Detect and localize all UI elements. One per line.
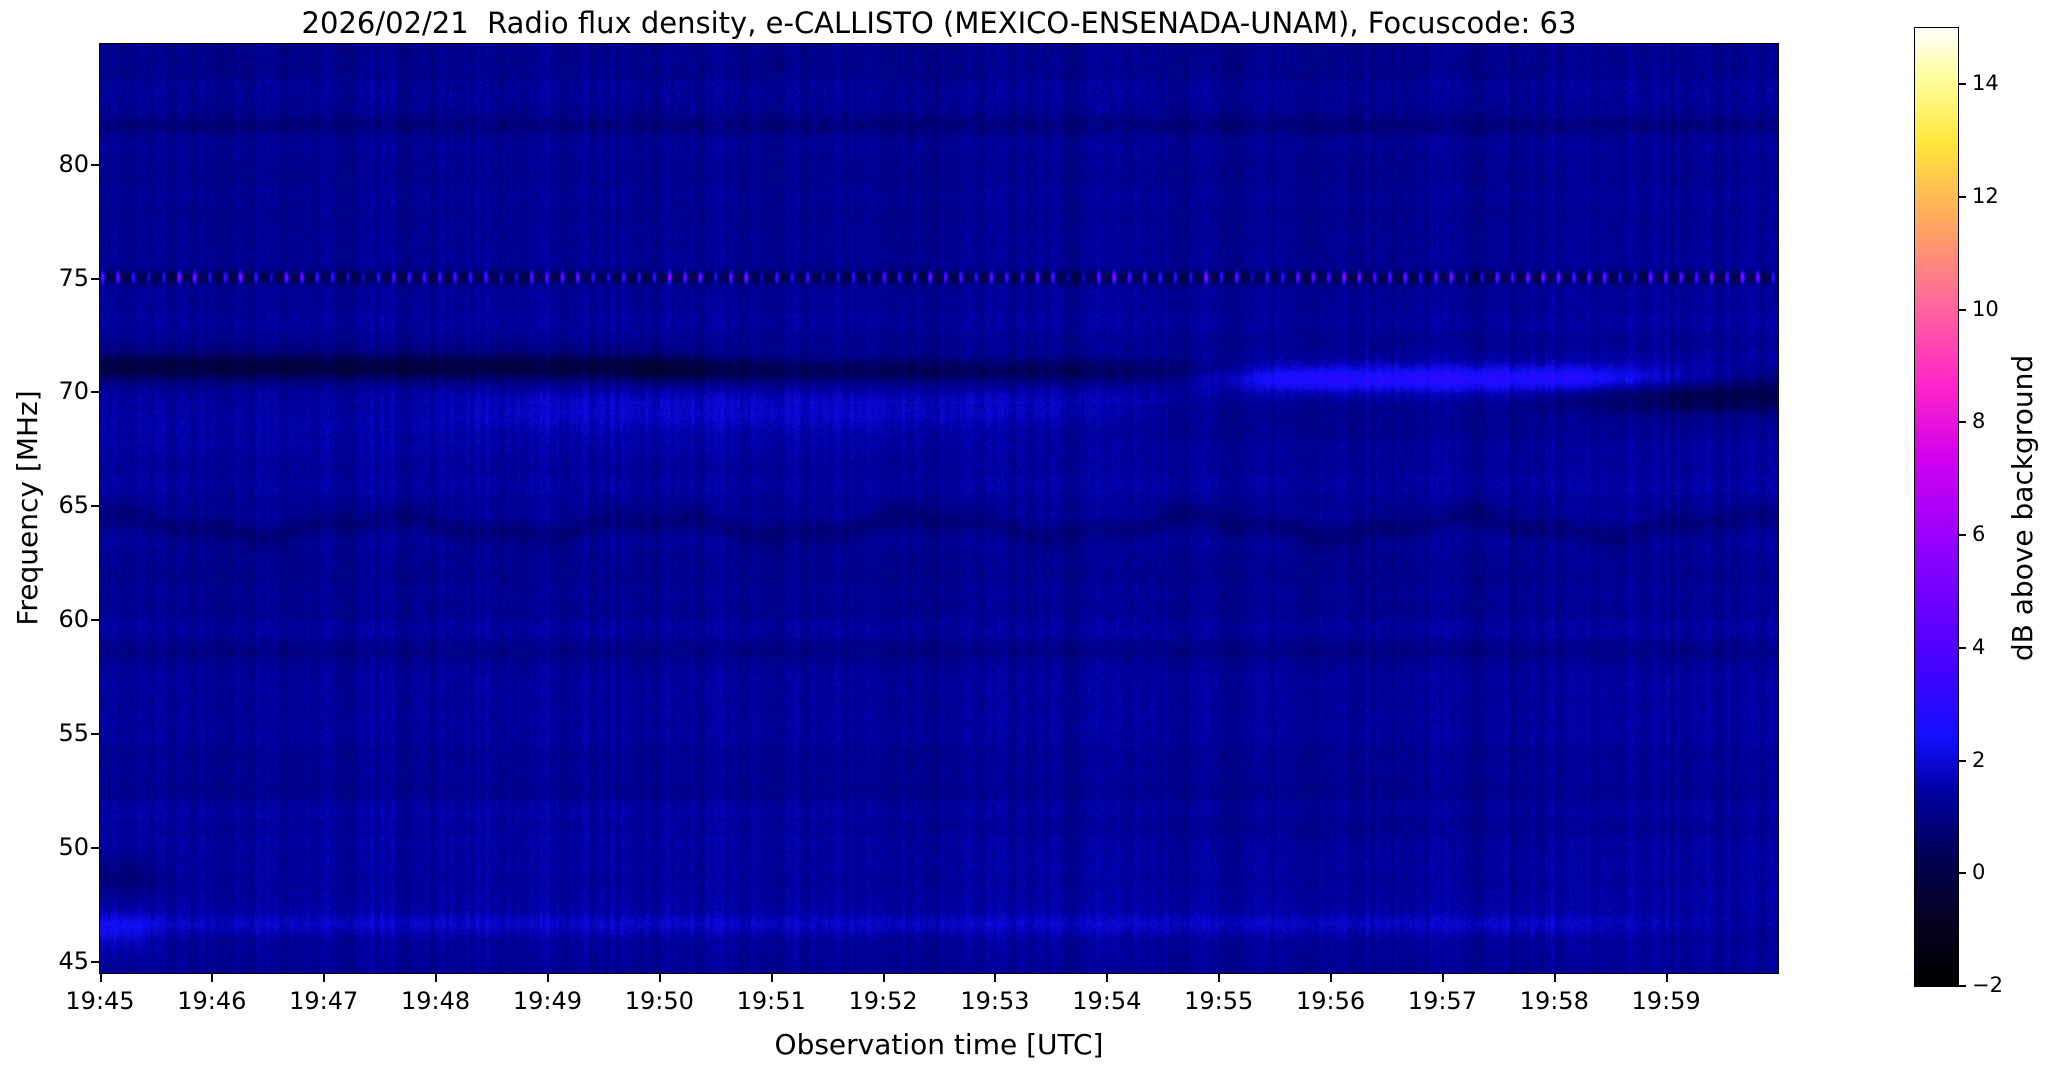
- x-tick-label: 19:50: [624, 987, 694, 1015]
- y-tick-label: 80: [58, 149, 89, 178]
- colorbar-tick-mark: [1958, 872, 1966, 875]
- x-tick-label: 19:54: [1072, 987, 1142, 1015]
- colorbar-tick-label: 4: [1972, 634, 1986, 659]
- colorbar-tick-mark: [1958, 534, 1966, 537]
- x-tick-label: 19:45: [65, 987, 135, 1015]
- x-tick-mark: [994, 973, 997, 982]
- colorbar-tick-label: −2: [1972, 973, 2003, 997]
- colorbar-tick-label: 8: [1972, 409, 1986, 434]
- y-axis-label: Frequency [MHz]: [11, 390, 44, 626]
- x-tick-mark: [99, 973, 102, 982]
- x-tick-mark: [1553, 973, 1556, 982]
- y-tick-mark: [91, 846, 100, 849]
- x-tick-mark: [882, 973, 885, 982]
- colorbar-tick-label: 2: [1972, 747, 1986, 772]
- colorbar-tick-label: 6: [1972, 522, 1986, 547]
- y-tick-label: 65: [58, 491, 89, 520]
- colorbar-tick-mark: [1958, 83, 1966, 86]
- y-tick-mark: [91, 732, 100, 735]
- x-tick-label: 19:52: [848, 987, 918, 1015]
- colorbar-tick-mark: [1958, 985, 1966, 987]
- x-tick-mark: [770, 973, 773, 982]
- y-tick-mark: [91, 505, 100, 508]
- y-tick-label: 70: [58, 377, 89, 406]
- x-tick-label: 19:47: [289, 987, 359, 1015]
- x-tick-label: 19:51: [736, 987, 806, 1015]
- colorbar-tick-label: 14: [1972, 71, 1999, 96]
- colorbar-tick-mark: [1958, 421, 1966, 424]
- y-tick-label: 60: [58, 605, 89, 634]
- x-axis-label: Observation time [UTC]: [774, 1028, 1104, 1061]
- y-tick-label: 75: [58, 263, 89, 292]
- spectrogram-plot: [100, 44, 1778, 973]
- x-tick-mark: [1106, 973, 1109, 982]
- x-tick-label: 19:57: [1407, 987, 1477, 1015]
- y-tick-mark: [91, 163, 100, 166]
- x-tick-label: 19:49: [512, 987, 583, 1015]
- colorbar-tick-mark: [1958, 196, 1966, 199]
- y-tick-label: 45: [58, 946, 89, 975]
- x-tick-label: 19:58: [1519, 987, 1589, 1015]
- colorbar-tick-label: 10: [1972, 296, 1999, 321]
- colorbar-tick-mark: [1958, 759, 1966, 762]
- colorbar-label: dB above background: [2006, 354, 2039, 662]
- colorbar-tick-mark: [1958, 308, 1966, 311]
- x-tick-label: 19:48: [401, 987, 471, 1015]
- y-tick-mark: [91, 619, 100, 622]
- colorbar: [1915, 28, 1958, 986]
- x-tick-mark: [323, 973, 326, 982]
- x-tick-mark: [546, 973, 549, 982]
- colorbar-tick-label: 0: [1972, 860, 1986, 885]
- y-tick-mark: [91, 391, 100, 394]
- y-tick-label: 55: [58, 718, 89, 747]
- x-tick-mark: [658, 973, 661, 982]
- y-tick-mark: [91, 277, 100, 280]
- x-tick-mark: [1665, 973, 1668, 982]
- x-tick-label: 19:53: [960, 987, 1030, 1015]
- colorbar-tick-mark: [1958, 646, 1966, 649]
- x-tick-label: 19:59: [1631, 987, 1701, 1015]
- y-tick-label: 50: [58, 832, 89, 861]
- y-tick-mark: [91, 960, 100, 963]
- colorbar-tick-label: 12: [1972, 184, 1999, 209]
- x-tick-label: 19:46: [177, 987, 247, 1015]
- x-tick-mark: [435, 973, 438, 982]
- x-tick-mark: [1218, 973, 1221, 982]
- chart-title: 2026/02/21 Radio flux density, e-CALLIST…: [301, 6, 1577, 40]
- x-tick-mark: [1330, 973, 1333, 982]
- x-tick-mark: [211, 973, 214, 982]
- x-tick-label: 19:56: [1295, 987, 1366, 1015]
- x-tick-label: 19:55: [1184, 987, 1254, 1015]
- x-tick-mark: [1441, 973, 1444, 982]
